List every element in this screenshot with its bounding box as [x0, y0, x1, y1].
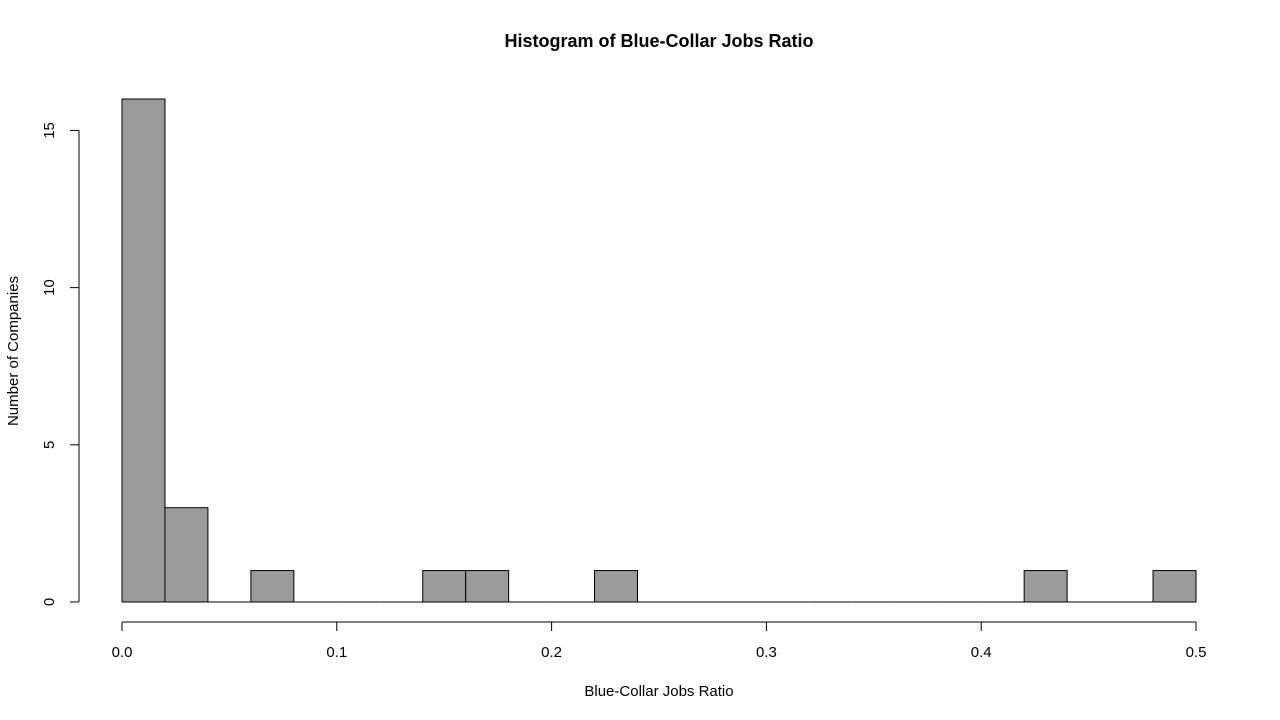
x-axis: 0.0 0.1 0.2 0.3 0.4 0.5: [112, 621, 1207, 661]
histogram-bar: [121, 98, 166, 603]
histogram-bar: [250, 570, 295, 603]
x-tick-label: 0.1: [326, 644, 347, 661]
y-tick-label: 10: [41, 279, 58, 296]
histogram-bar: [422, 570, 467, 603]
histogram-bar: [594, 570, 639, 603]
y-tick-label: 15: [41, 122, 58, 139]
y-tick-label: 0: [41, 598, 58, 606]
x-tick-label: 0.2: [541, 644, 562, 661]
x-tick-label: 0.0: [112, 644, 133, 661]
histogram-bar: [465, 570, 510, 603]
x-tick-label: 0.3: [756, 644, 777, 661]
histogram-bar: [1023, 570, 1068, 603]
y-axis-label: Number of Companies: [5, 276, 22, 426]
histogram-bar: [164, 507, 209, 603]
bars-group: [121, 98, 1197, 603]
histogram-bar: [1152, 570, 1197, 603]
y-axis: 0 5 10 15: [41, 122, 80, 606]
x-tick-label: 0.4: [971, 644, 992, 661]
y-tick-label: 5: [41, 441, 58, 449]
x-tick-label: 0.5: [1186, 644, 1207, 661]
x-axis-label: Blue-Collar Jobs Ratio: [584, 683, 733, 700]
chart-title: Histogram of Blue-Collar Jobs Ratio: [504, 31, 813, 51]
